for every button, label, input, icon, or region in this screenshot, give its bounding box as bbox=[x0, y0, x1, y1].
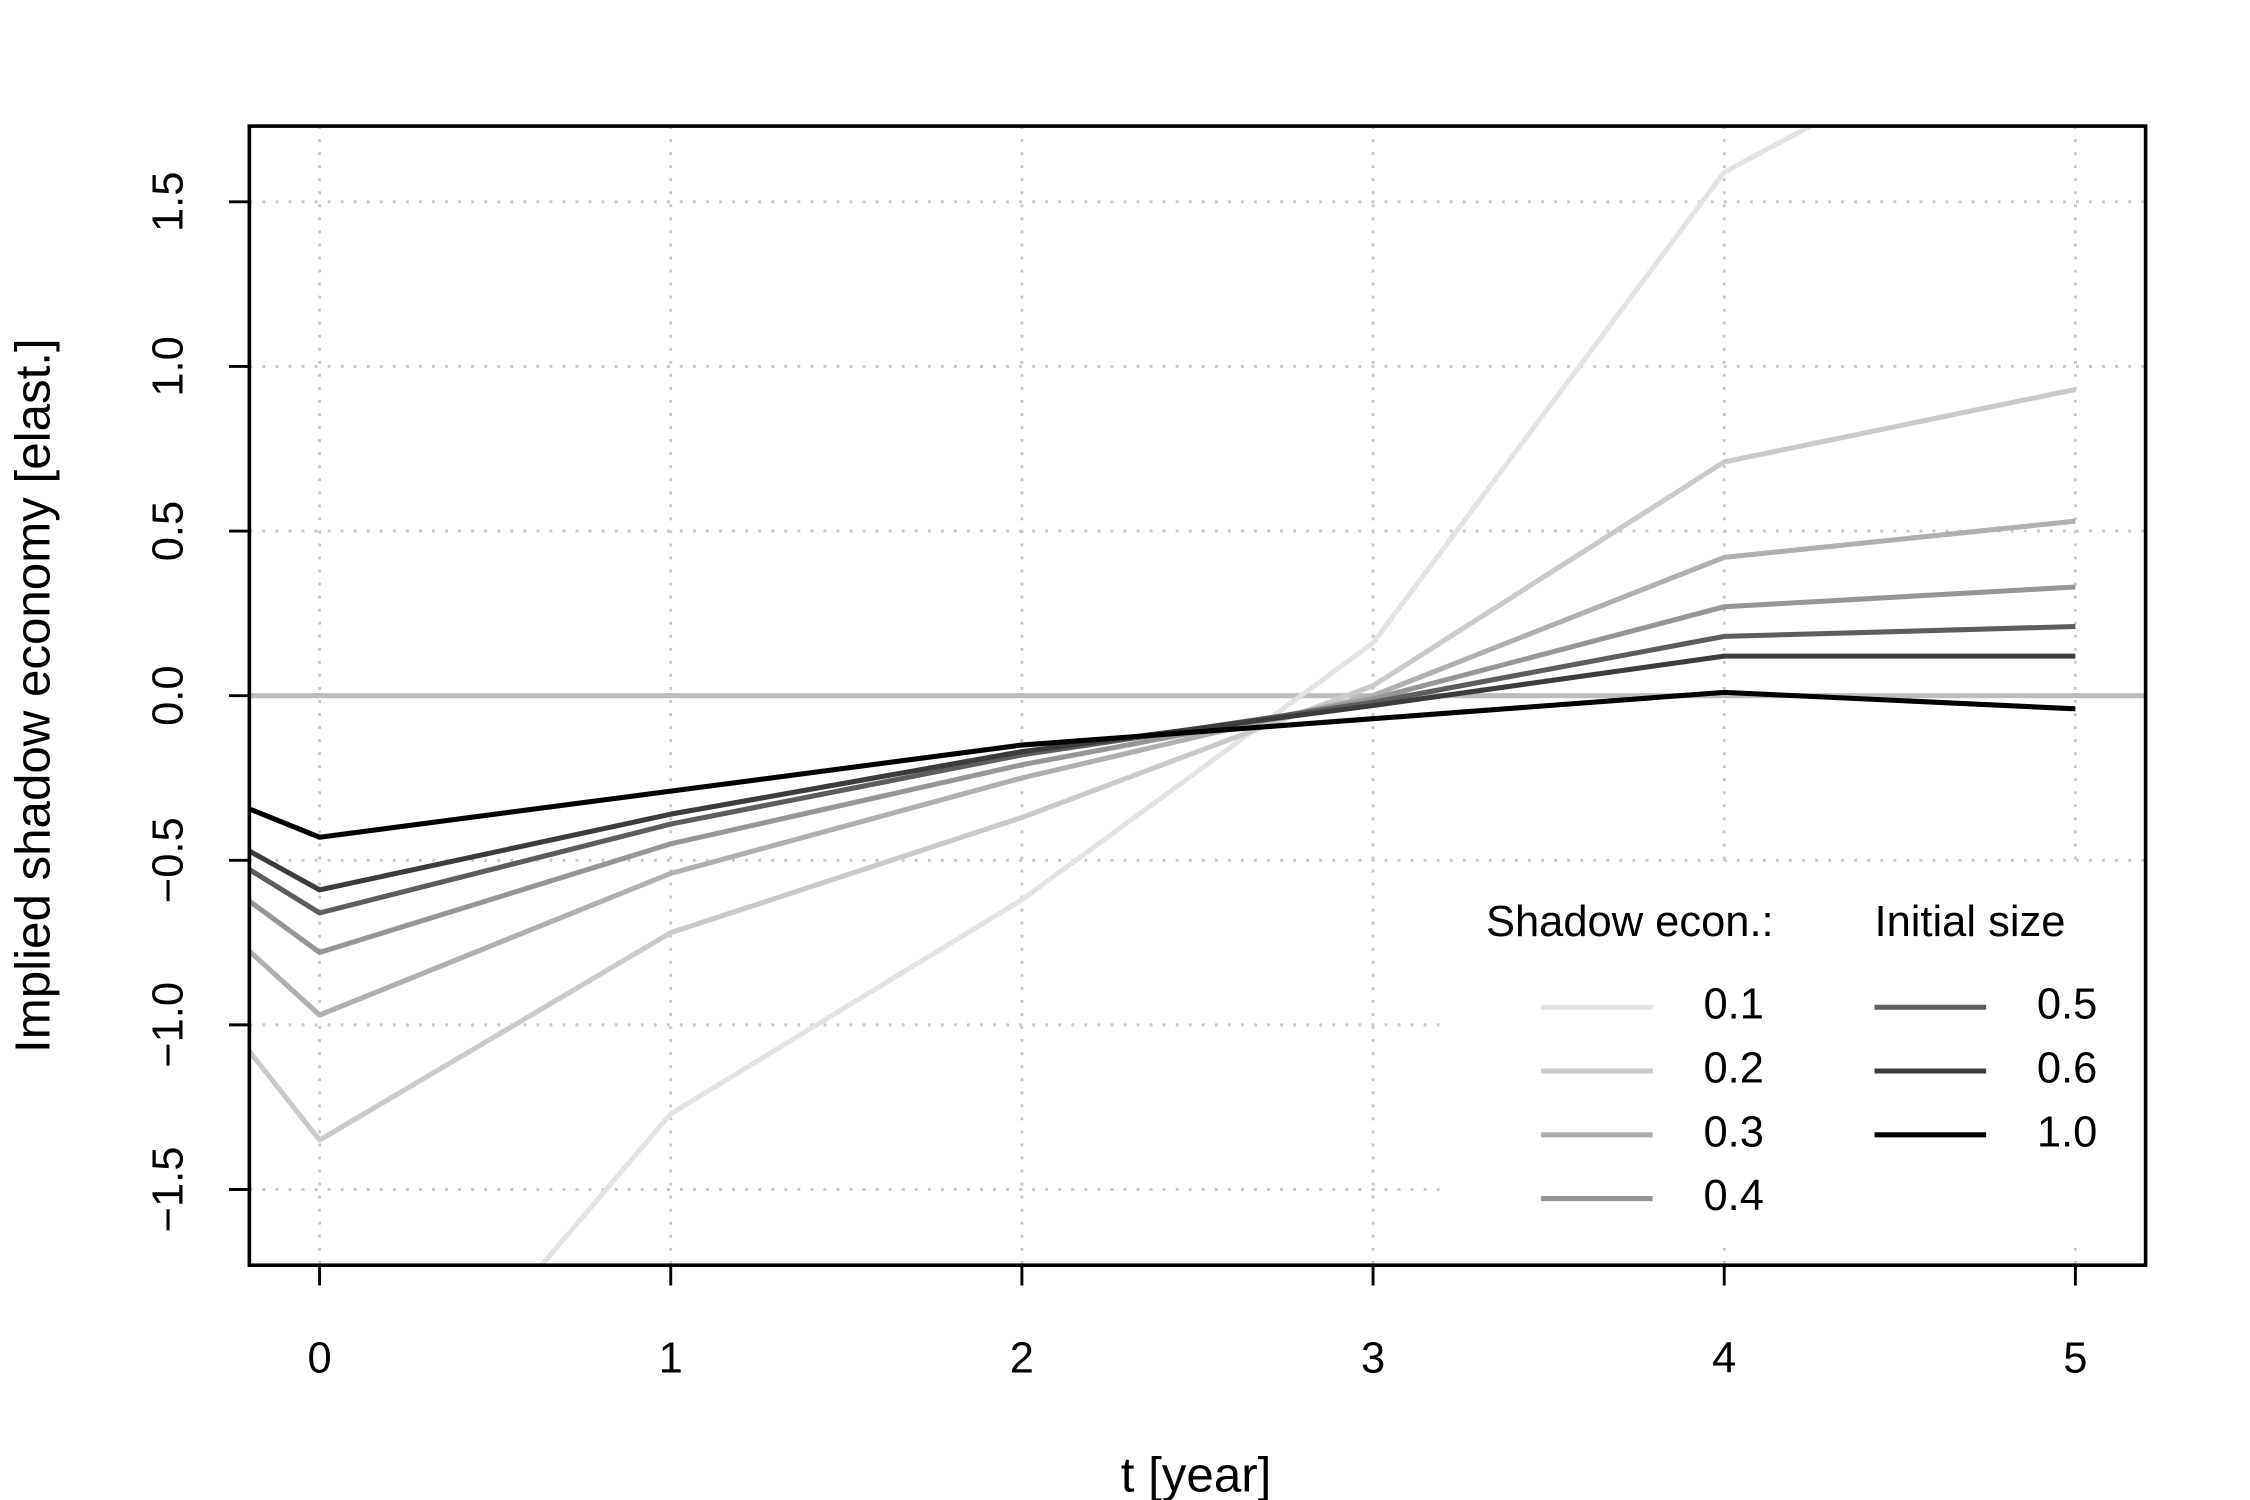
x-tick-label: 5 bbox=[2063, 1334, 2087, 1382]
legend-label: 0.2 bbox=[1703, 1045, 1763, 1093]
legend-label: 0.5 bbox=[2037, 981, 2097, 1029]
y-tick-label: −1.5 bbox=[145, 1147, 193, 1233]
x-axis-title: t [year] bbox=[1121, 1447, 1272, 1500]
x-tick-label: 4 bbox=[1712, 1334, 1736, 1382]
y-tick-label: −0.5 bbox=[145, 817, 193, 903]
legend-box bbox=[1442, 866, 2146, 1247]
x-tick-label: 3 bbox=[1361, 1334, 1385, 1382]
legend-title: Initial size bbox=[1875, 898, 2066, 946]
legend-label: 1.0 bbox=[2037, 1108, 2097, 1156]
series-line bbox=[249, 386, 2076, 1143]
plot-frame bbox=[247, 124, 2148, 1268]
series-line bbox=[249, 653, 2076, 893]
y-tick-label: −1.0 bbox=[145, 982, 193, 1068]
plot-lines bbox=[249, 126, 2076, 1266]
legend-title: Shadow econ.: bbox=[1486, 898, 1774, 946]
legend-label: 0.1 bbox=[1703, 981, 1763, 1029]
x-tick-label: 1 bbox=[659, 1334, 683, 1382]
series-line bbox=[249, 584, 2076, 955]
legend-label: 0.4 bbox=[1703, 1172, 1763, 1220]
y-tick-label: 1.5 bbox=[145, 172, 193, 232]
series-line bbox=[249, 623, 2076, 916]
series-line bbox=[249, 518, 2076, 1018]
legend-label: 0.3 bbox=[1703, 1108, 1763, 1156]
y-tick-label: 0.5 bbox=[145, 501, 193, 561]
legend-label: 0.6 bbox=[2037, 1045, 2097, 1093]
x-tick-label: 2 bbox=[1010, 1334, 1034, 1382]
series-line bbox=[249, 689, 2076, 840]
y-axis-title: Implied shadow economy [elast.] bbox=[5, 338, 60, 1053]
y-tick-label: 0.0 bbox=[145, 665, 193, 725]
series-line bbox=[538, 126, 1816, 1266]
x-tick-label: 0 bbox=[307, 1334, 331, 1382]
y-tick-label: 1.0 bbox=[145, 336, 193, 396]
